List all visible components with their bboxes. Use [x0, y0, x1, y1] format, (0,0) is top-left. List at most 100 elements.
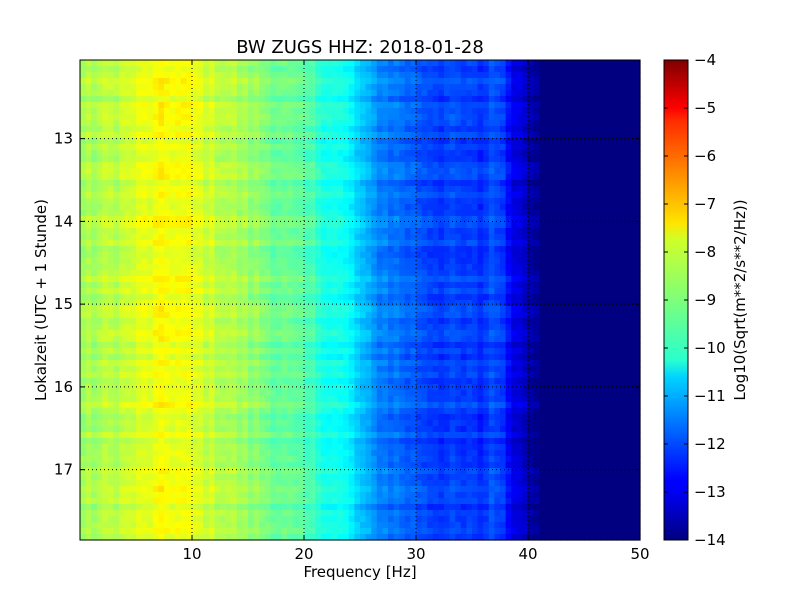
heatmap-cell — [220, 186, 227, 193]
heatmap-cell — [606, 294, 613, 301]
heatmap-cell — [365, 120, 372, 127]
heatmap-cell — [623, 330, 630, 337]
heatmap-cell — [617, 324, 624, 331]
heatmap-cell — [320, 162, 327, 169]
heatmap-cell — [466, 252, 473, 259]
heatmap-cell — [119, 192, 126, 199]
heatmap-cell — [612, 138, 619, 145]
heatmap-cell — [511, 156, 518, 163]
heatmap-cell — [388, 228, 395, 235]
heatmap-cell — [343, 132, 350, 139]
heatmap-cell — [113, 78, 120, 85]
heatmap-cell — [276, 102, 283, 109]
heatmap-cell — [96, 342, 103, 349]
heatmap-cell — [348, 84, 355, 91]
heatmap-cell — [214, 258, 221, 265]
heatmap-cell — [393, 246, 400, 253]
heatmap-cell — [197, 312, 204, 319]
heatmap-cell — [124, 264, 131, 271]
heatmap-cell — [393, 312, 400, 319]
heatmap-cell — [500, 282, 507, 289]
heatmap-cell — [404, 66, 411, 73]
heatmap-cell — [80, 330, 87, 337]
heatmap-cell — [231, 78, 238, 85]
heatmap-cell — [326, 228, 333, 235]
heatmap-cell — [152, 84, 159, 91]
heatmap-cell — [253, 60, 260, 67]
heatmap-cell — [80, 246, 87, 253]
heatmap-cell — [449, 126, 456, 133]
heatmap-cell — [628, 252, 635, 259]
heatmap-cell — [460, 348, 467, 355]
heatmap-cell — [365, 258, 372, 265]
heatmap-cell — [365, 264, 372, 271]
heatmap-cell — [113, 216, 120, 223]
heatmap-cell — [320, 192, 327, 199]
heatmap-cell — [449, 234, 456, 241]
heatmap-cell — [136, 282, 143, 289]
heatmap-cell — [208, 336, 215, 343]
heatmap-cell — [432, 108, 439, 115]
heatmap-cell — [343, 300, 350, 307]
heatmap-cell — [180, 306, 187, 313]
heatmap-cell — [455, 156, 462, 163]
heatmap-cell — [315, 354, 322, 361]
heatmap-cell — [600, 216, 607, 223]
heatmap-cell — [220, 84, 227, 91]
heatmap-cell — [231, 102, 238, 109]
heatmap-cell — [567, 216, 574, 223]
heatmap-cell — [500, 240, 507, 247]
heatmap-cell — [130, 66, 137, 73]
heatmap-cell — [343, 90, 350, 97]
heatmap-cell — [242, 108, 249, 115]
heatmap-cell — [612, 72, 619, 79]
heatmap-cell — [567, 78, 574, 85]
heatmap-cell — [494, 78, 501, 85]
heatmap-cell — [304, 222, 311, 229]
heatmap-cell — [169, 144, 176, 151]
heatmap-cell — [556, 354, 563, 361]
heatmap-cell — [438, 174, 445, 181]
heatmap-cell — [623, 132, 630, 139]
heatmap-cell — [130, 324, 137, 331]
heatmap-cell — [164, 348, 171, 355]
heatmap-cell — [584, 126, 591, 133]
heatmap-cell — [208, 180, 215, 187]
heatmap-cell — [460, 204, 467, 211]
heatmap-cell — [264, 132, 271, 139]
heatmap-cell — [236, 288, 243, 295]
heatmap-cell — [612, 204, 619, 211]
heatmap-cell — [343, 342, 350, 349]
heatmap-cell — [444, 324, 451, 331]
heatmap-cell — [578, 312, 585, 319]
heatmap-cell — [186, 330, 193, 337]
heatmap-cell — [102, 294, 109, 301]
heatmap-cell — [561, 222, 568, 229]
heatmap-cell — [186, 288, 193, 295]
heatmap-cell — [488, 72, 495, 79]
heatmap-cell — [556, 132, 563, 139]
heatmap-cell — [539, 234, 546, 241]
heatmap-cell — [348, 342, 355, 349]
heatmap-cell — [320, 168, 327, 175]
heatmap-cell — [416, 138, 423, 145]
heatmap-cell — [460, 258, 467, 265]
heatmap-cell — [404, 156, 411, 163]
heatmap-cell — [264, 96, 271, 103]
heatmap-cell — [388, 264, 395, 271]
heatmap-cell — [438, 192, 445, 199]
heatmap-cell — [528, 276, 535, 283]
heatmap-cell — [248, 300, 255, 307]
heatmap-cell — [528, 222, 535, 229]
heatmap-cell — [343, 210, 350, 217]
heatmap-cell — [264, 156, 271, 163]
heatmap-cell — [253, 198, 260, 205]
heatmap-cell — [500, 210, 507, 217]
heatmap-cell — [511, 90, 518, 97]
heatmap-cell — [494, 84, 501, 91]
heatmap-cell — [152, 162, 159, 169]
heatmap-cell — [404, 78, 411, 85]
heatmap-cell — [595, 330, 602, 337]
heatmap-cell — [248, 216, 255, 223]
heatmap-cell — [449, 270, 456, 277]
